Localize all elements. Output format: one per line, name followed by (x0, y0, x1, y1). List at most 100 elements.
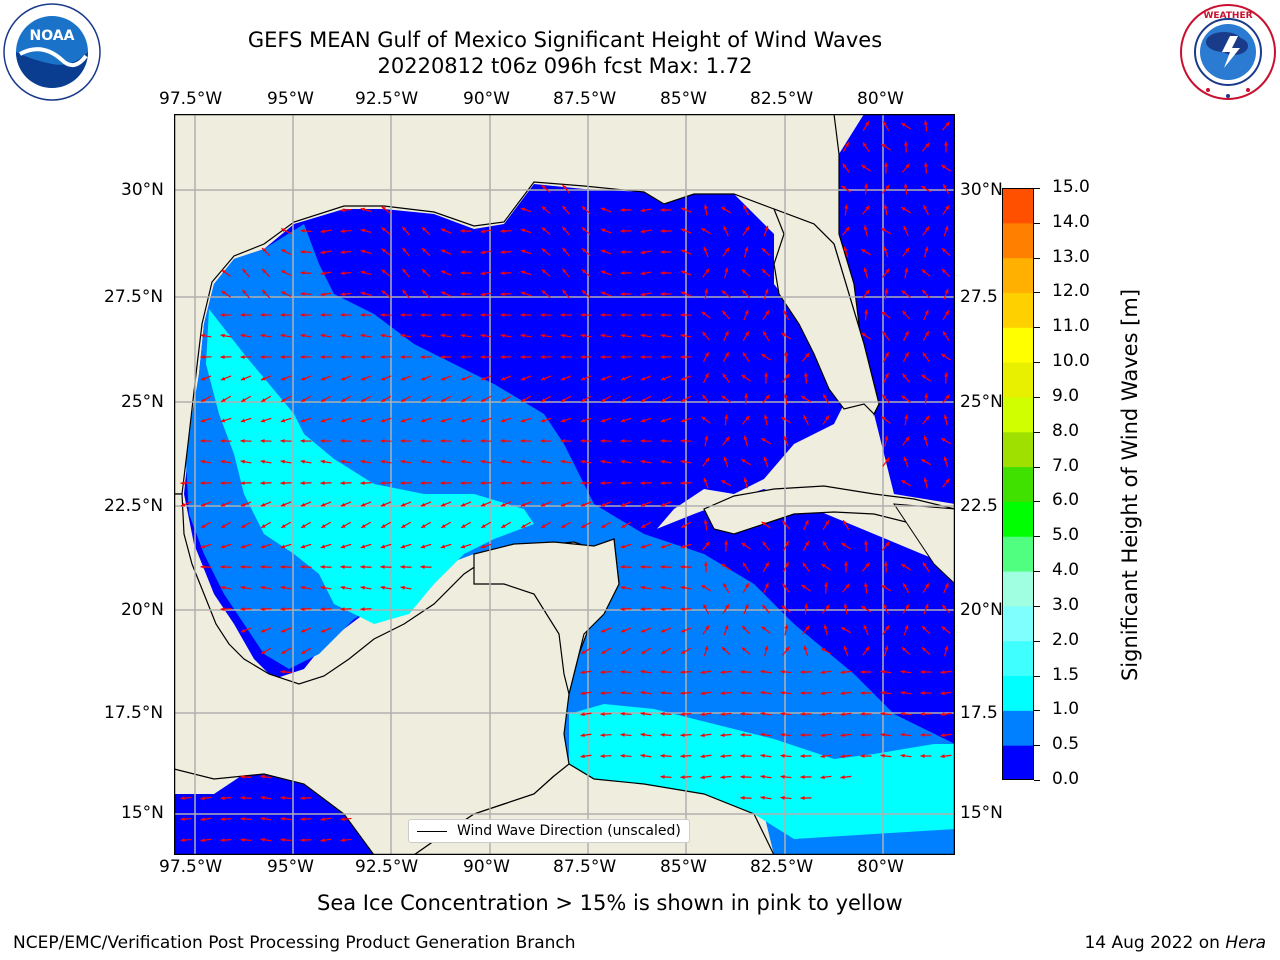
wave-direction-arrowhead (600, 418, 606, 423)
wave-direction-arrowhead (782, 520, 787, 526)
colorbar-tick-label: 12.0 (1052, 281, 1090, 302)
colorbar-tick-mark (1034, 188, 1040, 189)
wave-direction-arrowhead (740, 690, 745, 695)
wave-direction-arrowhead (722, 310, 727, 316)
wave-direction-arrowhead (280, 816, 285, 821)
wave-direction-arrowhead (200, 418, 206, 423)
wave-direction-arrowhead (620, 229, 625, 234)
lon-tick-label: 97.5°W (159, 89, 223, 109)
colorbar-tick-label: 10.0 (1052, 351, 1090, 372)
colorbar-tick-label: 4.0 (1052, 560, 1080, 581)
wave-direction-arrowhead (845, 142, 849, 147)
wave-direction-arrowhead (360, 564, 365, 569)
wave-direction-arrowhead (745, 226, 750, 231)
wave-direction-arrowhead (881, 228, 886, 232)
wave-direction-arrowhead (300, 481, 305, 486)
colorbar-tick-mark (1034, 605, 1040, 607)
wave-direction-arrowhead (541, 185, 547, 190)
wave-direction-arrowhead (420, 333, 425, 338)
wave-direction-arrowhead (905, 247, 910, 252)
colorbar-tick-label: 6.0 (1052, 490, 1080, 511)
wave-direction-arrowhead (884, 373, 889, 378)
wave-direction-arrowhead (480, 229, 485, 234)
wave-direction-arrowhead (801, 396, 806, 400)
wave-direction-arrowhead (620, 628, 626, 633)
wave-direction-arrowhead (803, 645, 808, 651)
wave-direction-arrowhead (240, 312, 245, 317)
wave-direction-arrowhead (641, 398, 646, 402)
wave-direction-arrowhead (320, 312, 325, 317)
wave-direction-arrowhead (741, 459, 746, 463)
wave-direction-arrowhead (520, 355, 525, 360)
wave-direction-arrowhead (260, 481, 265, 486)
wave-direction-arrowhead (300, 564, 305, 569)
wave-direction-arrowhead (804, 519, 809, 525)
wave-direction-arrowhead (280, 669, 285, 674)
wave-direction-arrowhead (943, 141, 948, 146)
wave-direction-arrowhead (601, 398, 606, 402)
wave-direction-arrowhead (780, 669, 785, 674)
wave-direction-arrowhead (903, 583, 907, 588)
wave-direction-arrowhead (703, 561, 708, 566)
wave-direction-arrowhead (440, 270, 446, 275)
land-bahamas (893, 503, 955, 585)
wave-direction-arrowhead (380, 438, 385, 443)
wave-direction-arrowhead (825, 415, 830, 420)
colorbar-swatch (1002, 710, 1034, 746)
wave-direction-arrowhead (640, 564, 645, 569)
wave-direction-arrowhead (680, 564, 685, 569)
wave-direction-arrowhead (862, 142, 867, 147)
wave-direction-arrowhead (781, 417, 786, 421)
wave-direction-arrowhead (241, 398, 246, 402)
wave-direction-arrowhead (260, 333, 265, 338)
wave-direction-arrowhead (541, 206, 547, 211)
wave-direction-arrowhead (861, 249, 866, 253)
wave-direction-arrowhead (785, 373, 790, 379)
wave-direction-arrowhead (360, 249, 366, 254)
wave-direction-arrowhead (785, 646, 790, 652)
wave-direction-arrowhead (745, 415, 750, 421)
wave-direction-arrowhead (220, 838, 225, 843)
wave-direction-arrowhead (620, 481, 625, 486)
wave-direction-arrowhead (884, 288, 889, 293)
wave-direction-arrowhead (580, 312, 585, 317)
wave-direction-arrowhead (562, 247, 567, 253)
wave-direction-arrowhead (220, 312, 225, 317)
wave-direction-arrowhead (340, 208, 345, 213)
colorbar-tick-mark (1034, 327, 1040, 329)
wave-direction-arrowhead (300, 585, 305, 590)
map-title-line2: 20220812 t06z 096h fcst Max: 1.72 (377, 54, 753, 78)
colorbar-swatch (1002, 675, 1034, 711)
wave-direction-arrowhead (600, 438, 605, 443)
wave-direction-arrowhead (320, 564, 325, 569)
wave-direction-arrowhead (200, 502, 206, 507)
wave-direction-arrowhead (941, 626, 947, 631)
wave-direction-arrowhead (940, 670, 945, 675)
wave-direction-arrowhead (840, 775, 845, 780)
wave-direction-arrowhead (864, 183, 869, 188)
wave-direction-arrowhead (420, 481, 425, 486)
colorbar-tick-mark (1034, 292, 1040, 294)
wave-direction-arrowhead (540, 481, 545, 486)
wave-direction-arrowhead (800, 796, 805, 801)
wave-direction-arrowhead (260, 628, 266, 633)
wave-direction-arrowhead (762, 604, 767, 610)
wave-direction-arrowhead (180, 838, 185, 843)
wave-direction-arrowhead (921, 186, 926, 190)
wave-direction-arrowhead (422, 248, 427, 253)
wave-direction-arrowhead (520, 333, 525, 338)
wave-direction-arrowhead (865, 121, 869, 126)
wind-wave-arrows (180, 120, 952, 843)
wave-direction-arrowhead (882, 331, 887, 337)
wave-direction-arrowhead (922, 626, 927, 631)
wave-direction-arrowhead (700, 691, 705, 696)
wave-direction-arrowhead (240, 628, 246, 633)
wave-direction-arrowhead (460, 270, 465, 275)
wave-direction-arrowhead (562, 289, 567, 295)
wave-direction-arrowhead (440, 544, 446, 549)
wave-direction-arrowhead (600, 249, 606, 254)
colorbar-tick-label: 0.0 (1052, 769, 1080, 789)
noaa-logo: NOAA (3, 3, 101, 101)
wave-direction-arrowhead (640, 271, 645, 276)
wave-direction-arrowhead (320, 229, 325, 234)
